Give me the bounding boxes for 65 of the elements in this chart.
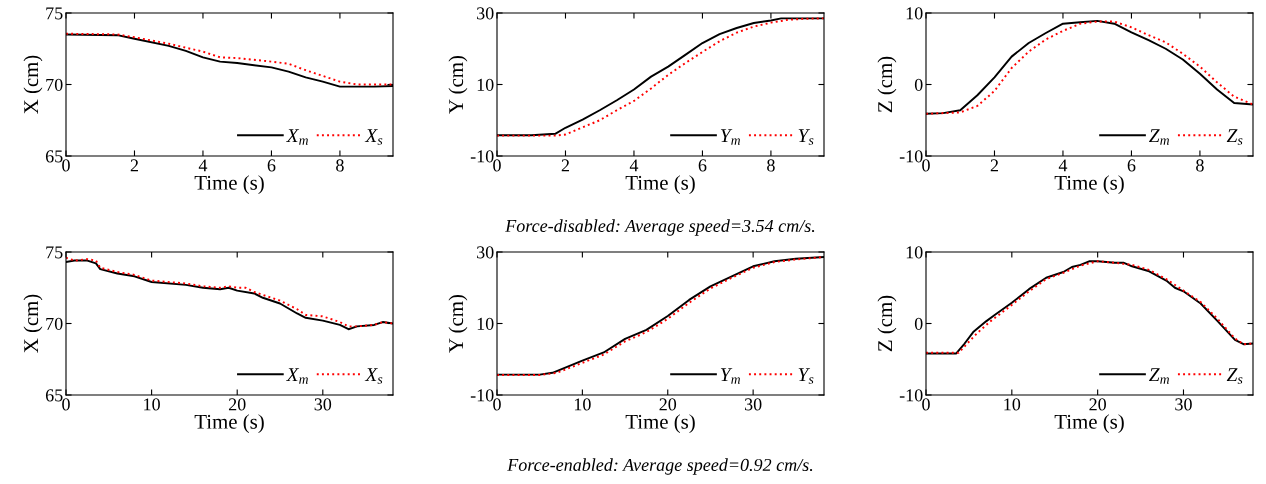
y-tick-label: 10 [906, 246, 923, 259]
y-tick-label: 0 [914, 317, 923, 330]
x-tick-label: 2 [990, 159, 998, 172]
y-tick-label: 10 [906, 7, 923, 20]
x-tick-label: 6 [267, 159, 276, 172]
x-tick-label: 4 [198, 159, 208, 172]
x-tick-label: 10 [144, 398, 160, 411]
x-tick-label: 30 [744, 398, 762, 411]
legend-label: Z$_{s}$ [1226, 129, 1243, 145]
legend-label: Z$_{m}$ [1149, 368, 1170, 384]
x-tick-label: 6 [1127, 159, 1136, 172]
legend-label: Y$_{m}$ [720, 129, 741, 145]
y-tick-label: 70 [46, 317, 63, 330]
y-axis-title: Z (cm) [877, 56, 897, 113]
x-tick-label: 30 [1175, 398, 1192, 411]
y-tick-label: 30 [477, 7, 494, 20]
x-axis-title: Time (s) [194, 175, 264, 195]
x-axis-title: Time (s) [1054, 175, 1124, 195]
legend-label: Z$_{m}$ [1149, 129, 1170, 145]
legend-label: Y$_{s}$ [798, 368, 814, 384]
y-axis-title: X (cm) [23, 294, 43, 353]
y-tick-label: 75 [46, 7, 63, 20]
x-tick-label: 20 [1089, 398, 1106, 411]
legend-label: Y$_{m}$ [720, 368, 741, 384]
y-tick-label: -10 [470, 150, 494, 163]
x-axis-title: Time (s) [1054, 414, 1124, 434]
x-tick-label: 8 [767, 159, 775, 172]
x-tick-label: 4 [1058, 159, 1068, 172]
y-axis-title: Y (cm) [448, 56, 468, 114]
y-tick-label: -10 [470, 389, 494, 402]
x-axis-title: Time (s) [625, 414, 695, 434]
legend-label: X$_{s}$ [364, 368, 383, 384]
x-tick-label: 6 [698, 159, 707, 172]
y-tick-label: -10 [899, 389, 923, 402]
y-tick-label: 70 [46, 78, 63, 91]
legend-label: Y$_{s}$ [798, 129, 814, 145]
text: Force-disabled: Average speed=3.54 cm/s. [505, 219, 815, 236]
y-tick-label: -10 [899, 150, 923, 163]
x-tick-label: 2 [561, 159, 569, 172]
x-tick-label: 4 [629, 159, 639, 172]
x-tick-label: 20 [228, 398, 246, 411]
x-axis-title: Time (s) [625, 175, 695, 195]
y-axis-title: Z (cm) [877, 295, 897, 352]
y-tick-label: 0 [914, 78, 923, 91]
legend-label: X$_{m}$ [285, 129, 308, 145]
y-axis-title: X (cm) [23, 55, 43, 114]
x-tick-label: 8 [1196, 159, 1204, 172]
x-tick-label: 8 [336, 159, 344, 172]
x-tick-label: 10 [574, 398, 591, 411]
y-axis-title: Y (cm) [448, 295, 468, 353]
y-tick-label: 10 [477, 317, 494, 330]
y-tick-label: 10 [477, 78, 494, 91]
y-tick-label: 65 [45, 389, 63, 402]
legend-label: Z$_{s}$ [1226, 368, 1243, 384]
y-tick-label: 65 [45, 150, 63, 163]
text: Force-enabled: Average speed=0.92 cm/s. [507, 458, 813, 475]
x-tick-label: 2 [130, 159, 138, 172]
x-tick-label: 30 [314, 398, 332, 411]
x-tick-label: 20 [659, 398, 677, 411]
x-tick-label: 10 [1004, 398, 1021, 411]
legend-label: X$_{s}$ [364, 129, 383, 145]
legend-label: X$_{m}$ [285, 368, 308, 384]
x-axis-title: Time (s) [194, 414, 264, 434]
y-tick-label: 30 [477, 246, 494, 259]
y-tick-label: 75 [46, 246, 63, 259]
